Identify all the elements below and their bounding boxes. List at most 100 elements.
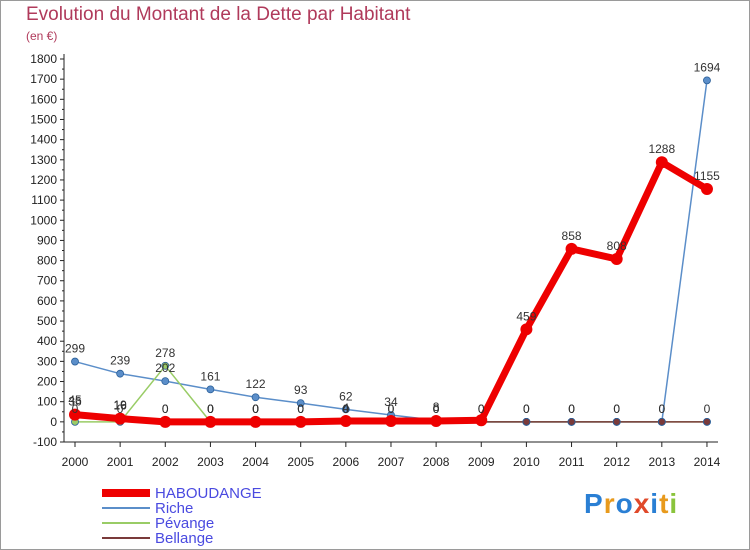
data-label: 8 [433, 400, 440, 414]
data-point [657, 417, 666, 426]
data-label: 0 [658, 402, 665, 416]
chart-subtitle: (en €) [26, 29, 58, 43]
y-tick-label: 1200 [30, 173, 57, 187]
y-tick-label: 1800 [30, 52, 57, 66]
y-tick-label: 200 [37, 375, 57, 389]
x-tick-label: 2008 [423, 455, 450, 469]
data-label: 93 [294, 383, 308, 397]
data-label: 0 [252, 402, 259, 416]
data-point [703, 417, 711, 426]
data-point [294, 415, 307, 428]
data-label: 0 [613, 402, 620, 416]
data-point [296, 399, 305, 407]
y-tick-label: 0 [50, 415, 57, 429]
data-label: 1694 [694, 60, 721, 74]
data-label: 239 [110, 354, 130, 368]
data-label: 0 [207, 402, 214, 416]
data-label: 858 [562, 229, 582, 243]
data-point [251, 393, 260, 402]
data-label: 0 [478, 402, 485, 416]
data-point [565, 242, 578, 255]
x-tick-label: 2003 [197, 455, 224, 469]
y-tick-label: 1600 [30, 92, 57, 106]
data-point [610, 252, 623, 265]
data-label: 0 [388, 402, 395, 416]
data-point [341, 405, 350, 414]
data-point [116, 369, 125, 378]
data-point [700, 183, 713, 196]
data-point [430, 415, 443, 428]
data-point [475, 414, 488, 427]
data-label: 0 [207, 402, 214, 416]
x-tick-label: 2010 [513, 455, 540, 469]
y-tick-label: 700 [37, 274, 57, 288]
data-point [567, 417, 576, 426]
legend-label-bellange: Bellange [155, 530, 213, 547]
y-tick-label: 1000 [30, 213, 57, 227]
x-tick-label: 2011 [559, 455, 585, 469]
data-label: 1155 [694, 169, 720, 183]
data-point [161, 361, 170, 370]
y-tick-label: -100 [33, 435, 57, 449]
series-line-haboudange [71, 158, 711, 426]
data-label: 34 [384, 395, 398, 409]
y-tick-label: 400 [37, 334, 57, 348]
y-tick-label: 1400 [30, 133, 57, 147]
data-label: 0 [523, 402, 530, 416]
data-label: 62 [339, 389, 353, 403]
legend-label-riche: Riche [155, 500, 193, 517]
data-label: 0 [297, 402, 304, 416]
x-tick-label: 2007 [378, 455, 405, 469]
data-point [612, 417, 621, 426]
data-label: 808 [607, 239, 627, 253]
data-label: 0 [568, 402, 575, 416]
data-label: 0 [478, 402, 485, 416]
data-point [206, 385, 215, 394]
data-point [249, 415, 262, 428]
data-point [655, 156, 668, 169]
legend-label-haboudange: HABOUDANGE [155, 485, 262, 502]
data-label: 0 [568, 402, 575, 416]
x-tick-label: 2002 [152, 455, 179, 469]
data-point [159, 415, 172, 428]
x-tick-label: 2000 [62, 455, 89, 469]
data-label: 0 [342, 402, 349, 416]
chart-points [69, 76, 713, 428]
data-label: 0 [658, 402, 665, 416]
y-tick-label: 1100 [31, 193, 57, 207]
y-tick-label: 100 [37, 395, 57, 409]
data-label: 459 [516, 309, 536, 323]
data-label: 0 [297, 402, 304, 416]
data-point [71, 357, 79, 366]
data-label: 0 [252, 402, 259, 416]
legend-label-pévange: Pévange [155, 515, 214, 532]
data-label: 0 [162, 402, 169, 416]
data-label: 0 [388, 402, 395, 416]
data-label: 4 [342, 401, 349, 415]
data-point [522, 417, 531, 426]
data-label: 202 [155, 361, 175, 375]
data-label: 0 [704, 402, 711, 416]
data-point [703, 76, 711, 85]
x-tick-label: 2006 [332, 455, 359, 469]
x-tick-label: 2009 [468, 455, 495, 469]
y-tick-label: 300 [37, 354, 57, 368]
data-label: 0 [117, 402, 124, 416]
data-label: 0 [252, 402, 259, 416]
chart-title: Evolution du Montant de la Dette par Hab… [26, 4, 411, 25]
data-label: 299 [65, 342, 85, 356]
data-label: 0 [72, 402, 79, 416]
data-label: 0 [523, 402, 530, 416]
data-label: 0 [342, 402, 349, 416]
chart-axes: -100010020030040050060070080090010001100… [30, 52, 720, 469]
y-tick-label: 1500 [30, 112, 57, 126]
y-tick-label: 900 [37, 233, 57, 247]
data-label: 0 [297, 402, 304, 416]
data-point [161, 377, 170, 386]
data-point [520, 323, 533, 336]
data-label: 0 [613, 402, 620, 416]
proxiti-logo: Proxiti [584, 488, 679, 519]
data-label: 0 [207, 402, 214, 416]
data-label: 36 [68, 395, 82, 409]
x-tick-label: 2013 [648, 455, 675, 469]
